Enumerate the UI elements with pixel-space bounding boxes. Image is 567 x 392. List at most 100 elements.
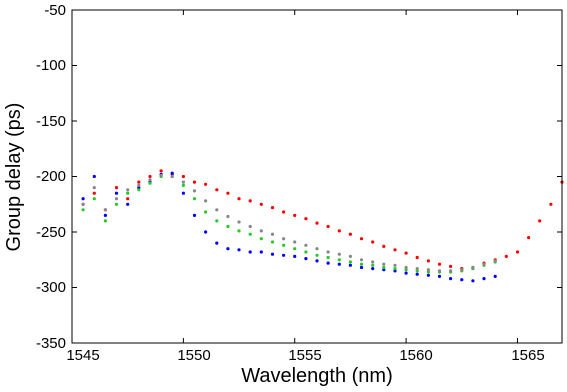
- y-tick-label-neg200: -200: [36, 168, 66, 185]
- data-point: [81, 202, 85, 206]
- data-point: [348, 254, 352, 258]
- data-point: [226, 247, 230, 251]
- data-point: [426, 259, 430, 263]
- data-point: [114, 202, 119, 206]
- data-point: [404, 251, 408, 255]
- data-point: [348, 232, 352, 236]
- data-point: [348, 260, 352, 264]
- data-point: [382, 262, 386, 266]
- data-point: [426, 268, 430, 272]
- data-point: [460, 278, 464, 282]
- data-point: [282, 243, 286, 247]
- data-point: [259, 229, 263, 233]
- data-point: [549, 202, 553, 206]
- y-tick-label-neg50: -50: [44, 2, 66, 19]
- data-point: [248, 199, 252, 203]
- data-point: [471, 265, 475, 270]
- data-point: [293, 254, 297, 258]
- data-point: [371, 240, 375, 244]
- data-point: [304, 257, 308, 261]
- data-point: [103, 208, 107, 212]
- data-point: [181, 180, 185, 184]
- x-tick-label-1560: 1560: [399, 347, 432, 364]
- data-point: [326, 250, 330, 254]
- x-tick-label-1545: 1545: [66, 347, 99, 364]
- data-point: [393, 269, 397, 273]
- data-point: [371, 263, 375, 267]
- data-point: [437, 274, 442, 278]
- data-point: [437, 269, 442, 273]
- data-point: [426, 273, 430, 277]
- data-point: [92, 197, 96, 201]
- data-point: [315, 259, 319, 263]
- data-point: [449, 277, 453, 281]
- data-point: [204, 199, 208, 203]
- data-point: [126, 197, 130, 201]
- data-point: [204, 182, 208, 186]
- y-tick-label-neg250: -250: [36, 224, 66, 241]
- data-point: [282, 210, 286, 214]
- data-point: [415, 272, 419, 276]
- data-point: [304, 250, 308, 254]
- data-point: [259, 250, 263, 254]
- data-point: [270, 206, 275, 210]
- data-point: [259, 237, 263, 241]
- data-point: [359, 258, 364, 262]
- data-point: [237, 229, 241, 233]
- data-point: [315, 253, 319, 257]
- data-point: [137, 188, 141, 192]
- data-point: [393, 263, 397, 267]
- data-point: [382, 268, 386, 272]
- data-point: [493, 274, 497, 278]
- data-point: [170, 171, 174, 175]
- data-point: [359, 237, 364, 241]
- y-tick-label-neg300: -300: [36, 279, 66, 296]
- data-point: [92, 174, 96, 179]
- data-point: [181, 183, 185, 187]
- data-point: [114, 186, 119, 190]
- data-point: [159, 169, 163, 173]
- data-point: [293, 247, 297, 251]
- data-point: [103, 219, 107, 223]
- data-point: [326, 224, 330, 229]
- x-axis-label: Wavelength (nm): [241, 365, 393, 387]
- data-point: [337, 262, 341, 266]
- data-point: [437, 262, 442, 266]
- data-point: [359, 262, 364, 266]
- data-point: [126, 202, 130, 206]
- data-point: [137, 180, 141, 184]
- data-point: [81, 197, 85, 201]
- data-point: [482, 262, 486, 266]
- data-point: [282, 253, 286, 257]
- x-tick-label-1555: 1555: [288, 347, 321, 364]
- data-point: [270, 240, 275, 244]
- data-point: [482, 277, 486, 281]
- data-point: [382, 244, 386, 248]
- data-point: [315, 247, 319, 251]
- data-point: [215, 208, 219, 212]
- data-point: [426, 270, 430, 274]
- data-point: [248, 250, 252, 254]
- data-point: [304, 217, 308, 221]
- data-point: [248, 224, 252, 229]
- x-tick-label-1565: 1565: [511, 347, 544, 364]
- data-point: [393, 248, 397, 252]
- data-point: [527, 236, 531, 240]
- data-point: [404, 268, 408, 272]
- data-point: [538, 219, 542, 223]
- data-point: [471, 279, 475, 283]
- data-point: [504, 254, 508, 258]
- data-point: [359, 265, 364, 270]
- data-point: [259, 202, 263, 206]
- data-point: [226, 214, 230, 219]
- data-point: [215, 188, 219, 192]
- data-point: [126, 191, 130, 195]
- data-point: [204, 210, 208, 214]
- data-point: [137, 186, 141, 190]
- data-point: [248, 232, 252, 236]
- data-point: [304, 243, 308, 247]
- data-point: [449, 264, 453, 268]
- data-point: [449, 269, 453, 273]
